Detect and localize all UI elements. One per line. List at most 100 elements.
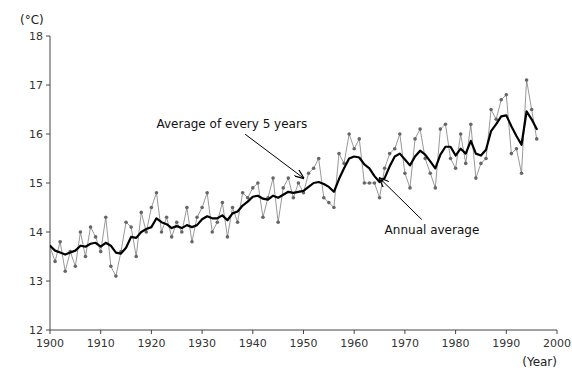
series-point (256, 181, 260, 185)
series-point (337, 152, 341, 156)
y-tick-label: 15 (29, 177, 43, 190)
y-tick (46, 36, 50, 37)
plot-data (50, 78, 539, 278)
series-point (221, 201, 225, 205)
series-point (434, 186, 438, 190)
series-point (505, 93, 509, 97)
series-point (444, 122, 448, 126)
annotations: Average of every 5 years Annual average (156, 117, 479, 236)
series-point (398, 132, 402, 136)
series-point (94, 235, 98, 239)
series-point (307, 171, 311, 175)
series-point (226, 235, 230, 239)
series-point (520, 171, 524, 175)
annotation-text: Annual average (385, 223, 480, 237)
series-point (357, 137, 361, 141)
series-point (104, 216, 108, 220)
x-tick-label: 2000 (543, 337, 571, 350)
x-tick-label: 1990 (492, 337, 520, 350)
series-point (525, 78, 529, 82)
series-point (479, 162, 483, 166)
x-tick-label: 1970 (391, 337, 419, 350)
annotation-arrow (245, 134, 303, 178)
series-point (150, 206, 154, 210)
x-tick-label: 1980 (442, 337, 470, 350)
series-point (464, 162, 468, 166)
series-point (89, 225, 93, 229)
series-point (175, 220, 179, 224)
series-point (292, 196, 296, 200)
series-point (190, 240, 194, 244)
series-point (373, 181, 377, 185)
x-tick (354, 330, 355, 334)
series-point (195, 216, 199, 220)
x-tick (557, 330, 558, 334)
series-point (53, 260, 57, 264)
series-point (428, 171, 432, 175)
series-point (134, 255, 138, 259)
y-tick (46, 134, 50, 135)
series-point (200, 206, 204, 210)
y-tick-label: 12 (29, 324, 43, 337)
y-tick (46, 281, 50, 282)
series-point (185, 206, 189, 210)
series-point (109, 265, 113, 269)
series-point (484, 157, 488, 161)
series-point (58, 240, 62, 244)
series-point (332, 206, 336, 210)
series-point (383, 167, 387, 171)
series-point (393, 147, 397, 151)
x-tick (151, 330, 152, 334)
series-point (297, 181, 301, 185)
x-tick (455, 330, 456, 334)
series-point (515, 147, 519, 151)
series-point (413, 137, 417, 141)
series-point (352, 147, 356, 151)
series-point (155, 191, 159, 195)
series-point (327, 201, 331, 205)
series-point (469, 122, 473, 126)
x-tick-label: 1940 (239, 337, 267, 350)
series-point (510, 152, 514, 156)
annotation-text: Average of every 5 years (156, 117, 307, 131)
series-point (449, 157, 453, 161)
series-point (139, 211, 143, 215)
series-point (418, 127, 422, 131)
x-tick (303, 330, 304, 334)
x-tick-label: 1960 (340, 337, 368, 350)
series-point (459, 132, 463, 136)
series-point (99, 250, 103, 254)
series-point (489, 108, 493, 112)
series-line (50, 80, 537, 276)
y-tick-label: 13 (29, 275, 43, 288)
series-point (241, 191, 245, 195)
series-point (74, 265, 78, 269)
y-tick (46, 183, 50, 184)
y-tick (46, 330, 50, 331)
series-point (408, 186, 412, 190)
x-tick-label: 1910 (87, 337, 115, 350)
y-tick-label: 17 (29, 79, 43, 92)
x-tick (100, 330, 101, 334)
series-point (63, 269, 67, 273)
axes: 1900191019201930194019501960197019801990… (29, 30, 571, 350)
x-tick-label: 1950 (290, 337, 318, 350)
x-tick (506, 330, 507, 334)
series-point (261, 216, 265, 220)
series-point (363, 181, 367, 185)
series-point (368, 181, 372, 185)
series-point (251, 186, 255, 190)
y-tick (46, 85, 50, 86)
annotation-arrow (380, 178, 422, 219)
series-point (378, 196, 382, 200)
x-tick (50, 330, 51, 334)
series-point (403, 171, 407, 175)
series-point (281, 186, 285, 190)
series-point (276, 220, 280, 224)
series-point (79, 230, 83, 234)
series-point (271, 176, 275, 180)
series-point (312, 167, 316, 171)
series-point (347, 132, 351, 136)
series-point (114, 274, 118, 278)
series-point (205, 191, 209, 195)
